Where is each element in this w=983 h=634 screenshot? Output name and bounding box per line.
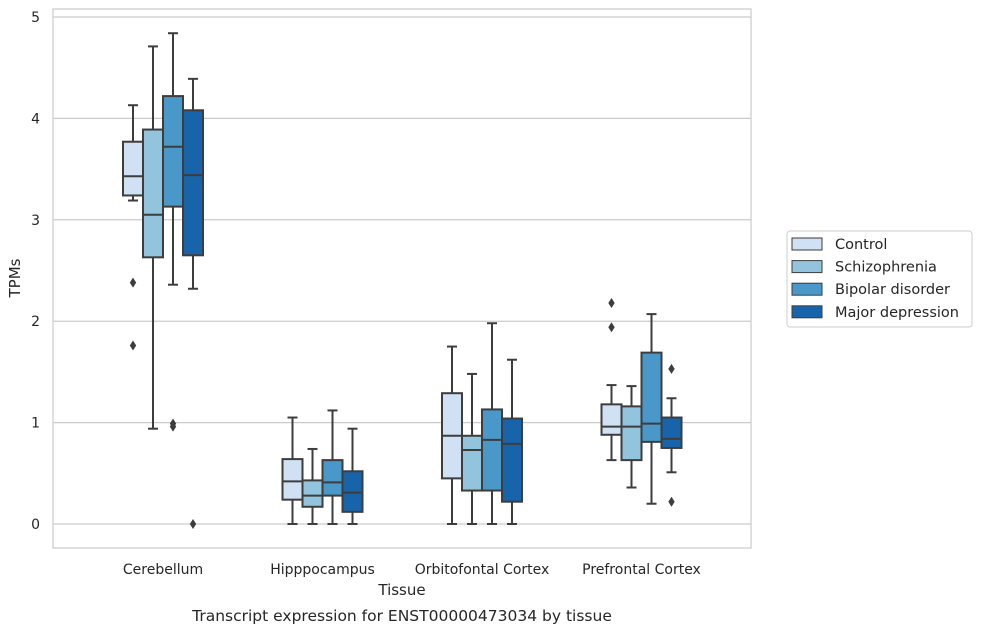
legend: Control Schizophrenia Bipolar disorder Majo…: [786, 230, 973, 328]
outlier-point: [169, 421, 177, 432]
box-iqr: [281, 458, 304, 501]
box-iqr: [162, 95, 184, 208]
box-bipolar-disorder: [640, 313, 663, 505]
box-iqr: [122, 140, 144, 197]
box-iqr: [341, 470, 364, 513]
box-bipolar-disorder: [321, 409, 344, 525]
box-schizophrenia: [461, 372, 483, 525]
box-iqr: [142, 128, 164, 259]
box-control: [441, 345, 463, 525]
box-major-depression: [660, 363, 683, 507]
box-schizophrenia: [142, 45, 164, 430]
box-iqr: [321, 459, 344, 497]
legend-swatch: [791, 305, 823, 319]
y-gridlines: [53, 16, 751, 525]
legend-label: Major depression: [835, 305, 959, 321]
plot-area-frame: [52, 8, 752, 549]
y-axis-ticks: 0 1 2 3 4 5: [31, 10, 40, 533]
legend-label: Schizophrenia: [835, 260, 937, 276]
box-iqr: [461, 434, 483, 492]
box-major-depression: [341, 427, 364, 525]
box-control: [600, 297, 623, 462]
outlier-point: [608, 297, 615, 308]
x-axis-ticks: Cerebellum Hipppocampus Orbitofontal Corte…: [123, 562, 701, 578]
legend-swatch: [791, 237, 823, 251]
box-iqr: [301, 479, 324, 508]
y-tick-label: 4: [31, 111, 40, 127]
box-major-depression: [182, 77, 204, 529]
y-tick-label: 0: [31, 517, 40, 533]
legend-label: Control: [835, 237, 887, 253]
outlier-point: [129, 340, 137, 351]
box-control: [281, 416, 304, 525]
legend-swatch: [791, 282, 823, 296]
box-iqr: [620, 405, 643, 462]
box-iqr: [481, 408, 503, 492]
box-control: [122, 104, 144, 351]
box-iqr: [640, 351, 663, 443]
y-tick-label: 2: [31, 314, 40, 330]
box-schizophrenia: [301, 447, 324, 525]
outlier-point: [608, 322, 615, 333]
box-iqr: [501, 417, 523, 503]
y-tick-label: 5: [31, 10, 40, 26]
x-tick-label: Prefrontal Cortex: [582, 562, 701, 578]
box-bipolar-disorder: [481, 322, 503, 525]
x-tick-label: Cerebellum: [123, 562, 203, 578]
x-tick-label: Orbitofontal Cortex: [415, 562, 550, 578]
box-plot-series: [122, 32, 683, 529]
box-bipolar-disorder: [162, 32, 184, 432]
box-major-depression: [501, 358, 523, 525]
y-tick-label: 3: [31, 213, 40, 229]
box-iqr: [600, 403, 623, 436]
box-schizophrenia: [620, 385, 643, 489]
outlier-point: [129, 277, 137, 288]
legend-frame: [786, 230, 973, 328]
chart-caption: Transcript expression for ENST0000047303…: [191, 607, 612, 625]
outlier-point: [668, 363, 675, 374]
outlier-point: [189, 519, 197, 529]
legend-label: Bipolar disorder: [835, 282, 950, 298]
box-iqr: [660, 416, 683, 449]
y-tick-label: 1: [31, 416, 40, 432]
legend-swatch: [791, 260, 823, 274]
y-axis-label: TPMs: [6, 258, 24, 298]
x-tick-label: Hipppocampus: [270, 562, 375, 578]
x-axis-label: Tissue: [377, 581, 425, 599]
box-iqr: [182, 109, 204, 257]
outlier-point: [668, 496, 675, 507]
